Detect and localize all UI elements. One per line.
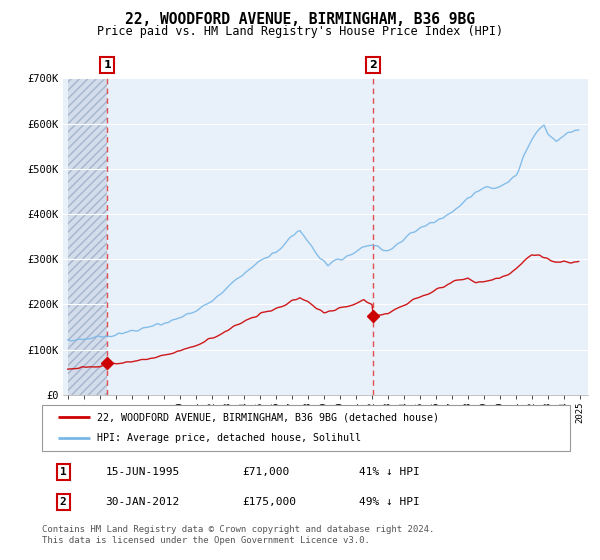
Text: Price paid vs. HM Land Registry's House Price Index (HPI): Price paid vs. HM Land Registry's House … — [97, 25, 503, 38]
Bar — [68, 78, 107, 395]
Bar — [68, 78, 107, 395]
Text: 30-JAN-2012: 30-JAN-2012 — [106, 497, 179, 507]
Text: 1: 1 — [60, 467, 67, 477]
Text: 49% ↓ HPI: 49% ↓ HPI — [359, 497, 419, 507]
Text: 22, WOODFORD AVENUE, BIRMINGHAM, B36 9BG: 22, WOODFORD AVENUE, BIRMINGHAM, B36 9BG — [125, 12, 475, 27]
Text: 41% ↓ HPI: 41% ↓ HPI — [359, 467, 419, 477]
Text: Contains HM Land Registry data © Crown copyright and database right 2024.
This d: Contains HM Land Registry data © Crown c… — [42, 525, 434, 545]
Text: £71,000: £71,000 — [242, 467, 290, 477]
Text: 2: 2 — [60, 497, 67, 507]
Text: 2: 2 — [370, 60, 377, 70]
Text: 1: 1 — [103, 60, 111, 70]
Text: 22, WOODFORD AVENUE, BIRMINGHAM, B36 9BG (detached house): 22, WOODFORD AVENUE, BIRMINGHAM, B36 9BG… — [97, 412, 439, 422]
Text: HPI: Average price, detached house, Solihull: HPI: Average price, detached house, Soli… — [97, 433, 361, 444]
Text: 15-JUN-1995: 15-JUN-1995 — [106, 467, 179, 477]
Text: £175,000: £175,000 — [242, 497, 296, 507]
